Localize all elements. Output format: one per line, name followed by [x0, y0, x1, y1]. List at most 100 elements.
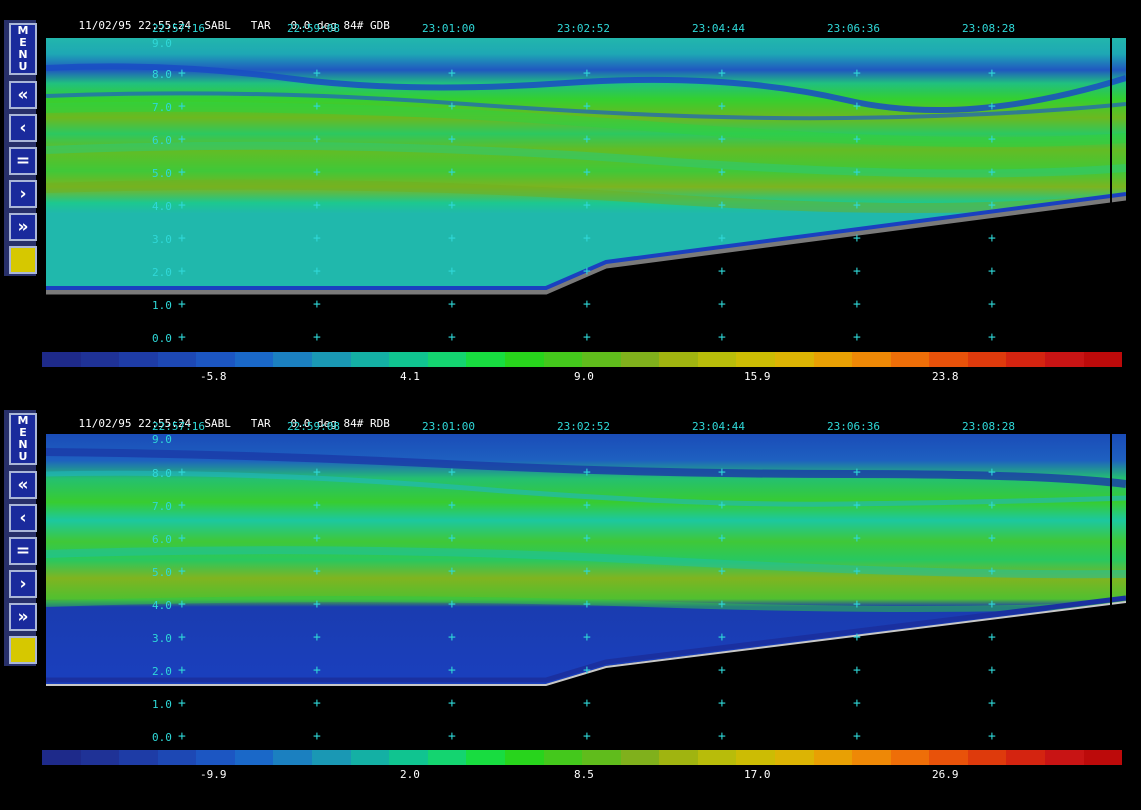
grid-plus-mark: + — [718, 564, 726, 579]
grid-plus-mark: + — [718, 630, 726, 645]
colorbar-swatch — [774, 352, 814, 367]
grid-plus-mark: + — [583, 330, 591, 345]
grid-plus-mark: + — [718, 597, 726, 612]
gdb-colorbar-label: 23.8 — [932, 370, 959, 383]
grid-plus-mark: + — [178, 198, 186, 213]
grid-plus-mark: + — [448, 66, 456, 81]
rdb-y-label: 3.0 — [152, 632, 172, 645]
colorbar-swatch — [736, 750, 775, 765]
colorbar-swatch — [312, 750, 351, 765]
grid-plus-mark: + — [988, 696, 996, 711]
grid-plus-mark: + — [448, 198, 456, 213]
grid-plus-mark: + — [448, 297, 456, 312]
colorbar-swatch — [890, 750, 930, 765]
grid-plus-mark: + — [178, 297, 186, 312]
colorbar-swatch — [620, 750, 660, 765]
grid-plus-mark: + — [718, 99, 726, 114]
grid-plus-mark: + — [448, 165, 456, 180]
colorbar-swatch — [1045, 750, 1084, 765]
grid-plus-mark: + — [853, 531, 861, 546]
grid-plus-mark: + — [448, 531, 456, 546]
grid-plus-mark: + — [178, 165, 186, 180]
rdb-colorbar-label: 2.0 — [400, 768, 420, 781]
colorbar-swatch — [852, 750, 891, 765]
rdb-rewind-button[interactable]: « — [9, 471, 37, 499]
grid-plus-mark: + — [988, 231, 996, 246]
gdb-y-label: 5.0 — [152, 167, 172, 180]
colorbar-swatch — [80, 352, 120, 367]
rdb-panel: 11/02/95 22:55:24 SABL TAR 0.0 deg 84# R… — [0, 400, 1141, 810]
grid-plus-mark: + — [448, 696, 456, 711]
colorbar-swatch — [119, 750, 158, 765]
grid-plus-mark: + — [583, 531, 591, 546]
gdb-colorbar — [42, 352, 1123, 367]
grid-plus-mark: + — [583, 165, 591, 180]
gdb-pause-button[interactable]: = — [9, 147, 37, 175]
colorbar-swatch — [967, 352, 1007, 367]
grid-plus-mark: + — [313, 231, 321, 246]
colorbar-swatch — [273, 750, 313, 765]
grid-plus-mark: + — [853, 231, 861, 246]
grid-plus-mark: + — [313, 297, 321, 312]
grid-plus-mark: + — [178, 696, 186, 711]
grid-plus-mark: + — [448, 330, 456, 345]
rdb-y-label: 9.0 — [152, 433, 172, 446]
grid-plus-mark: + — [853, 66, 861, 81]
colorbar-swatch — [697, 352, 737, 367]
rdb-image-area — [46, 434, 1126, 696]
rdb-fast-forward-button[interactable]: » — [9, 603, 37, 631]
gdb-control-strip: M E N U « ‹ = › » — [4, 20, 37, 276]
colorbar-swatch — [929, 750, 968, 765]
colorbar-swatch — [157, 352, 197, 367]
grid-plus-mark: + — [583, 663, 591, 678]
menu-letter: U — [18, 450, 28, 463]
colorbar-swatch — [466, 750, 505, 765]
grid-plus-mark: + — [583, 630, 591, 645]
step-forward-icon: › — [19, 184, 27, 204]
grid-plus-mark: + — [313, 630, 321, 645]
grid-plus-mark: + — [718, 330, 726, 345]
colorbar-swatch — [119, 352, 158, 367]
grid-plus-mark: + — [853, 264, 861, 279]
colorbar-swatch — [42, 352, 81, 367]
gdb-y-label: 4.0 — [152, 200, 172, 213]
rdb-menu-button[interactable]: M E N U — [9, 413, 37, 465]
rdb-colorbar-label: -9.9 — [200, 768, 227, 781]
grid-plus-mark: + — [178, 465, 186, 480]
grid-plus-mark: + — [718, 198, 726, 213]
rdb-time-label: 22:57:16 — [152, 420, 205, 433]
gdb-colorbar-label: -5.8 — [200, 370, 227, 383]
rdb-color-button[interactable] — [9, 636, 37, 664]
rdb-pause-button[interactable]: = — [9, 537, 37, 565]
grid-plus-mark: + — [583, 564, 591, 579]
gdb-menu-button[interactable]: M E N U — [9, 23, 37, 75]
colorbar-swatch — [659, 352, 698, 367]
grid-plus-mark: + — [988, 564, 996, 579]
grid-plus-mark: + — [178, 99, 186, 114]
rdb-step-forward-button[interactable]: › — [9, 570, 37, 598]
rdb-step-back-button[interactable]: ‹ — [9, 504, 37, 532]
grid-plus-mark: + — [853, 564, 861, 579]
colorbar-swatch — [350, 352, 390, 367]
menu-letter: E — [19, 426, 27, 439]
grid-plus-mark: + — [718, 264, 726, 279]
grid-plus-mark: + — [583, 729, 591, 744]
grid-plus-mark: + — [988, 198, 996, 213]
rdb-time-label: 22:59:08 — [287, 420, 340, 433]
gdb-step-forward-button[interactable]: › — [9, 180, 37, 208]
grid-plus-mark: + — [853, 630, 861, 645]
gdb-color-button[interactable] — [9, 246, 37, 274]
grid-plus-mark: + — [988, 465, 996, 480]
gdb-colorbar-label: 9.0 — [574, 370, 594, 383]
grid-plus-mark: + — [448, 597, 456, 612]
rdb-time-label: 23:06:36 — [827, 420, 880, 433]
grid-plus-mark: + — [178, 330, 186, 345]
grid-plus-mark: + — [178, 132, 186, 147]
gdb-step-back-button[interactable]: ‹ — [9, 114, 37, 142]
grid-plus-mark: + — [583, 132, 591, 147]
gdb-rewind-button[interactable]: « — [9, 81, 37, 109]
grid-plus-mark: + — [718, 531, 726, 546]
grid-plus-mark: + — [853, 165, 861, 180]
gdb-fast-forward-button[interactable]: » — [9, 213, 37, 241]
grid-plus-mark: + — [988, 66, 996, 81]
